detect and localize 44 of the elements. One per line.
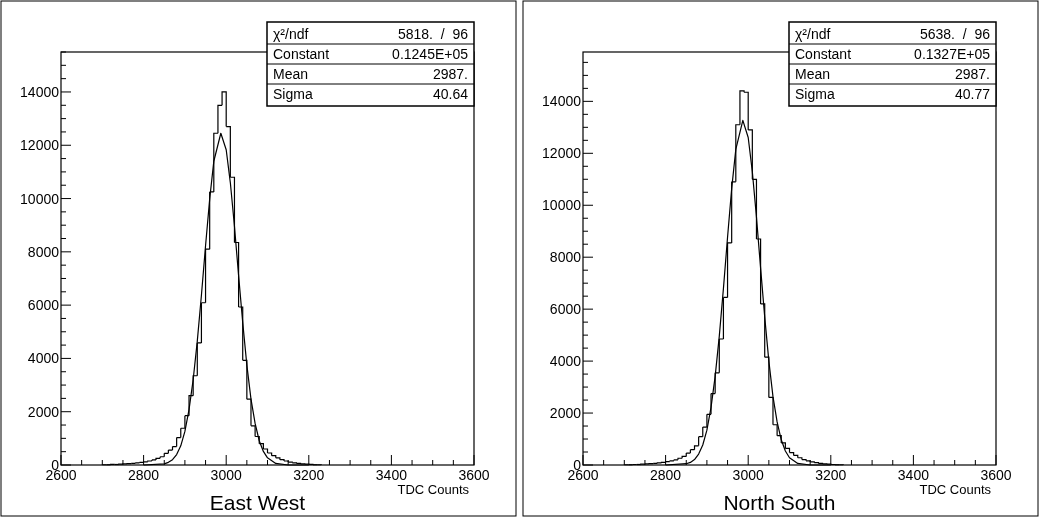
text: χ²/ndf xyxy=(795,26,831,42)
annotation: Constant xyxy=(273,46,330,62)
annotation: 40.64 xyxy=(432,86,469,102)
annotation: Mean xyxy=(273,66,309,82)
y-tick-label: 14000 xyxy=(542,93,582,110)
x-axis-title: TDC Counts xyxy=(919,482,992,497)
y-tick-label: 12000 xyxy=(20,137,60,154)
annotation: Constant xyxy=(795,46,852,62)
text: East West xyxy=(209,491,306,514)
y-tick-label: 4000 xyxy=(549,353,582,370)
annotation: 40.77 xyxy=(954,86,991,102)
annotation: Sigma xyxy=(795,86,835,102)
y-tick-label: 2000 xyxy=(549,405,582,422)
y-tick-label: 10000 xyxy=(542,197,582,214)
x-tick-label: 3200 xyxy=(293,467,325,483)
y-tick-label: 8000 xyxy=(549,249,582,266)
x-tick-label: 3000 xyxy=(210,467,242,483)
y-tick-label: 6000 xyxy=(549,301,582,318)
x-tick-label: 3000 xyxy=(732,467,764,483)
y-tick-label: 12000 xyxy=(542,145,582,162)
x-tick-label: 3600 xyxy=(458,467,490,483)
x-tick-label: 2800 xyxy=(650,467,682,483)
x-tick-label: 3200 xyxy=(815,467,847,483)
annotation: 2987. xyxy=(954,66,990,82)
text: χ²/ndf xyxy=(273,26,309,42)
x-tick-label: 3400 xyxy=(375,467,408,483)
text: 5638. / 96 xyxy=(919,26,991,42)
text: 5818. / 96 xyxy=(397,26,469,42)
annotation: Sigma xyxy=(273,86,313,102)
y-tick-label: 4000 xyxy=(27,350,60,367)
x-tick-label: 3400 xyxy=(897,467,930,483)
y-tick-label: 2000 xyxy=(27,403,60,420)
x-tick-label: 3600 xyxy=(980,467,1012,483)
annotation: Mean xyxy=(795,66,831,82)
y-tick-label: 10000 xyxy=(20,190,60,207)
y-tick-label: 6000 xyxy=(27,297,60,314)
text: North South xyxy=(723,491,836,514)
annotation: 2987. xyxy=(432,66,468,82)
y-tick-label: 8000 xyxy=(27,243,60,260)
annotation: 0.1327E+05 xyxy=(914,46,991,62)
x-tick-label: 2800 xyxy=(128,467,160,483)
annotation: 0.1245E+05 xyxy=(392,46,469,62)
y-tick-label: 14000 xyxy=(20,83,60,100)
x-axis-title: TDC Counts xyxy=(397,482,470,497)
